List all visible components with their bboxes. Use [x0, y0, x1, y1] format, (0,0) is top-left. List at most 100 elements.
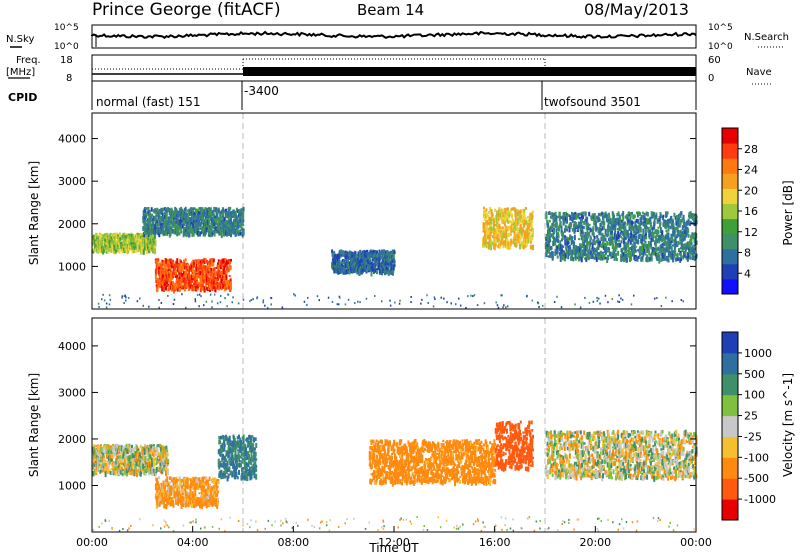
echo-cell	[389, 250, 392, 254]
echo-cell	[592, 226, 595, 231]
echo-cell	[506, 214, 508, 219]
echo-cell	[136, 246, 139, 253]
echo-cell	[125, 296, 127, 299]
echo-cell	[142, 249, 145, 255]
echo-cell	[231, 301, 233, 304]
echo-cell	[560, 232, 563, 237]
echo-cell	[597, 238, 600, 244]
echo-cell	[560, 248, 563, 254]
echo-cell	[665, 229, 668, 233]
echo-cell	[102, 293, 104, 296]
echo-cell	[573, 230, 576, 234]
echo-cell	[628, 238, 631, 242]
noise-tick-high-right: 10^5	[708, 23, 733, 33]
echo-cell	[631, 221, 634, 225]
echo-cell	[555, 228, 558, 233]
echo-cell	[559, 220, 562, 225]
echo-cell	[232, 211, 235, 214]
echo-cell	[635, 232, 638, 235]
echo-cell	[101, 244, 104, 250]
echo-cell	[663, 252, 666, 257]
echo-cell	[529, 240, 532, 244]
echo-cell	[224, 226, 227, 231]
echo-cell	[690, 237, 693, 242]
echo-cell	[211, 258, 214, 263]
echo-cell	[199, 281, 201, 287]
echo-cell	[509, 208, 512, 213]
echo-cell	[605, 249, 608, 253]
echo-cell	[603, 214, 606, 219]
echo-cell	[484, 209, 487, 216]
echo-cell	[666, 211, 669, 215]
echo-cell	[193, 207, 196, 210]
echo-cell	[181, 224, 184, 229]
echo-cell	[610, 231, 613, 234]
echo-cell	[201, 270, 204, 275]
echo-cell	[636, 213, 639, 218]
echo-cell	[690, 241, 693, 246]
echo-cell	[173, 272, 176, 275]
echo-cell	[606, 229, 609, 233]
echo-cell	[194, 282, 197, 289]
echo-cell	[180, 260, 183, 263]
echo-cell	[520, 234, 523, 239]
echo-cell	[628, 247, 631, 252]
echo-cell	[359, 301, 361, 304]
echo-cell	[671, 244, 674, 247]
echo-cell	[440, 296, 442, 299]
echo-cell	[249, 300, 251, 303]
echo-cell	[667, 257, 670, 263]
echo-cell	[619, 232, 622, 235]
echo-cell	[643, 212, 646, 216]
echo-cell	[165, 213, 168, 220]
echo-cell	[606, 233, 609, 238]
echo-cell	[598, 231, 601, 235]
echo-cell	[352, 262, 355, 266]
echo-cell	[132, 238, 135, 242]
echo-cell	[669, 237, 672, 240]
echo-cell	[620, 240, 623, 244]
echo-cell	[652, 251, 654, 256]
echo-cell	[633, 252, 636, 255]
echo-cell	[200, 279, 203, 285]
echo-cell	[369, 260, 372, 265]
echo-cell	[164, 267, 167, 272]
echo-cell	[389, 299, 391, 302]
echo-cell	[597, 254, 600, 258]
echo-cell	[605, 246, 608, 251]
echo-cell	[225, 229, 227, 235]
echo-cell	[148, 214, 151, 220]
echo-cell	[264, 304, 266, 307]
echo-cell	[548, 236, 551, 241]
echo-cell	[617, 233, 620, 240]
echo-cell	[596, 299, 599, 302]
echo-cell	[622, 230, 625, 236]
echo-cell	[361, 250, 364, 253]
echo-cell	[649, 221, 652, 228]
echo-cell	[96, 449, 99, 456]
echo-cell	[558, 225, 560, 232]
noise-panel-frame	[91, 24, 697, 49]
echo-cell	[201, 284, 204, 288]
echo-cell	[684, 225, 687, 231]
echo-cell	[327, 296, 330, 299]
echo-cell	[175, 284, 178, 291]
echo-cell	[158, 277, 161, 280]
echo-cell	[670, 256, 673, 260]
echo-cell	[178, 269, 181, 276]
echo-cell	[111, 245, 114, 251]
echo-cell	[646, 248, 649, 253]
echo-cell	[591, 232, 594, 236]
echo-cell	[524, 244, 527, 248]
echo-cell	[553, 301, 556, 303]
echo-cell	[594, 254, 597, 258]
echo-cell	[532, 244, 534, 251]
echo-cell	[584, 234, 587, 238]
echo-cell	[216, 272, 219, 275]
echo-cell	[370, 261, 373, 265]
echo-cell	[559, 253, 562, 257]
echo-cell	[657, 230, 660, 235]
echo-cell	[637, 228, 640, 234]
echo-cell	[629, 218, 632, 221]
echo-cell	[628, 226, 631, 230]
